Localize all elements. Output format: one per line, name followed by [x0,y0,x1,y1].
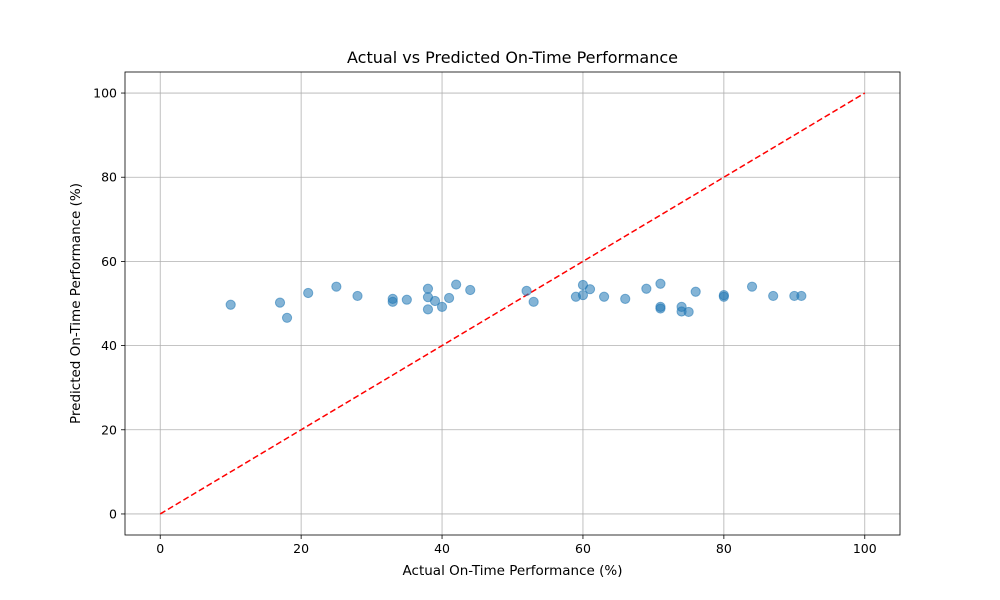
scatter-point [528,296,539,307]
scatter-point [598,291,610,302]
x-tick-label: 60 [575,541,591,556]
reference-line [159,92,866,515]
scatter-point [274,297,286,308]
scatter-points [225,278,807,323]
x-tick-label: 100 [853,541,877,556]
y-tick-label: 40 [101,338,117,353]
y-tick-label: 100 [93,86,117,101]
scatter-point [796,290,807,302]
scatter-point [387,296,398,307]
scatter-point [746,281,758,292]
scatter-point [683,306,694,318]
plot-area-frame [124,71,901,536]
scatter-point [436,301,448,312]
scatter-point [655,303,666,314]
scatter-point [577,289,589,301]
chart-title: Actual vs Predicted On-Time Performance [347,48,678,67]
y-tick-label: 80 [101,170,117,185]
reference-line-layer [159,92,866,515]
scatter-point [768,290,779,302]
scatter-point [281,312,293,323]
scatter-point [451,279,462,290]
x-tick-label: 80 [716,541,732,556]
scatter-point [443,292,455,304]
axis-ticks: 0 20 40 60 80 100 0 20 40 60 80 100 [93,86,877,556]
scatter-point [401,294,412,305]
x-tick-label: 0 [156,541,164,556]
x-tick-label: 20 [293,541,309,556]
scatter-point [352,290,363,302]
scatter-point [225,299,236,310]
scatter-point [690,286,701,297]
scatter-point [718,291,729,302]
y-axis-label: Predicted On-Time Performance (%) [68,183,84,424]
scatter-point [465,284,476,296]
x-axis-label: Actual On-Time Performance (%) [403,563,623,579]
scatter-point [331,281,342,292]
scatter-point [620,293,631,304]
scatter-point [641,283,652,294]
y-tick-label: 60 [101,254,117,269]
scatter-point [584,284,596,295]
scatter-point [521,285,532,296]
y-tick-label: 0 [109,506,117,521]
scatter-point [422,283,434,294]
x-tick-label: 40 [434,541,450,556]
scatter-point [303,287,314,299]
scatter-point [429,295,441,307]
scatter-point [655,278,666,289]
scatter-point [422,304,434,315]
y-tick-label: 20 [101,422,117,437]
grid-lines [125,72,900,535]
